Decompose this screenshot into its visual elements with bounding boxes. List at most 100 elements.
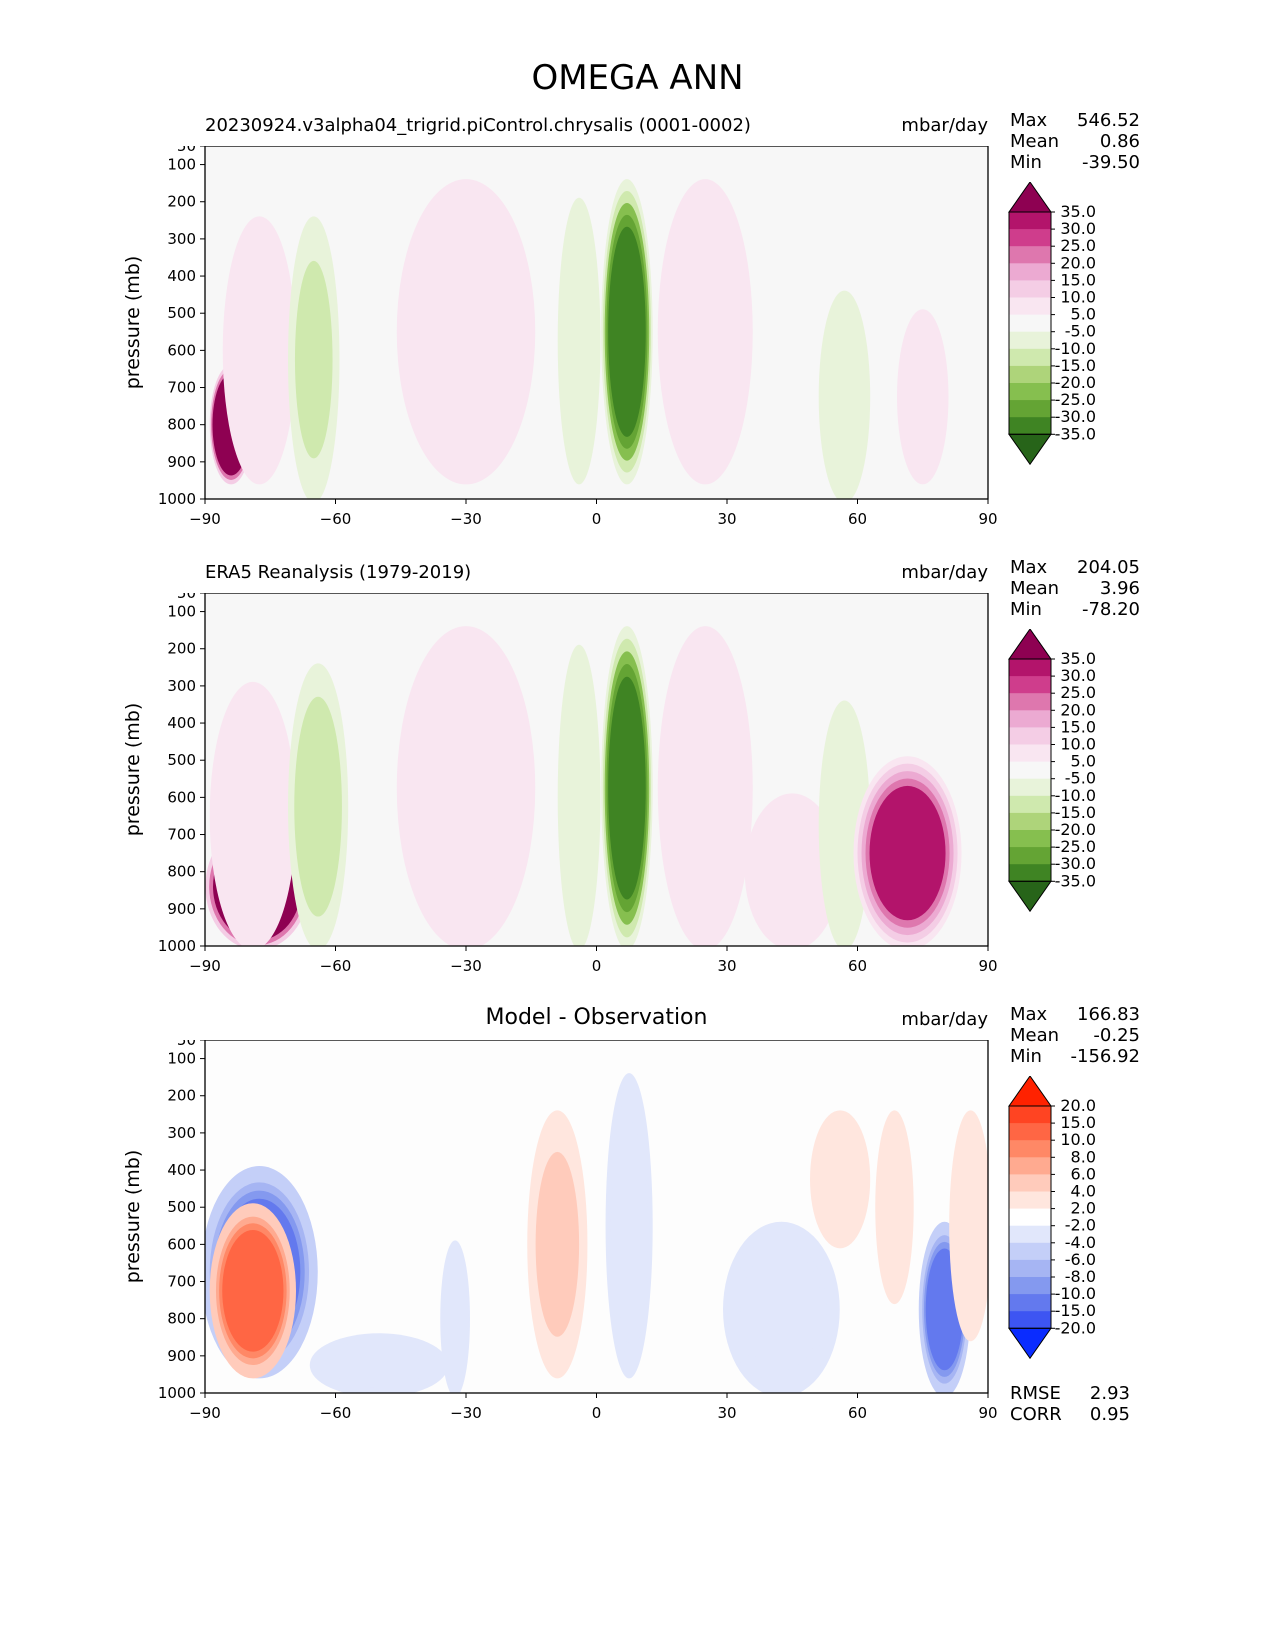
stat-row: Mean 0.86 (1010, 131, 1140, 152)
contour-region (563, 242, 595, 440)
y-tick-label: 100 (167, 603, 196, 621)
colorbar-swatch (1009, 1174, 1051, 1192)
x-tick-label: −90 (189, 1404, 221, 1422)
colorbar-tick-label: 5.0 (1071, 305, 1096, 324)
stat-row: Mean 3.96 (1010, 578, 1140, 599)
colorbar: 35.030.025.020.015.010.05.0-5.0-10.0-15.… (1008, 629, 1096, 913)
y-tick-label: 800 (167, 1310, 196, 1328)
colorbar-tick-label: -30.0 (1055, 854, 1096, 873)
colorbar-tick-label: 5.0 (1071, 752, 1096, 771)
colorbar-tick-label: 35.0 (1060, 202, 1096, 221)
y-axis-label: pressure (mb) (122, 1150, 144, 1284)
contour-region (869, 785, 946, 921)
colorbar-tick-label: 20.0 (1060, 253, 1096, 272)
stat-value: -0.25 (1093, 1025, 1140, 1046)
colorbar-tick-label: -30.0 (1055, 407, 1096, 426)
colorbar-swatch (1009, 761, 1051, 780)
panel-title: 20230924.v3alpha04_trigrid.piControl.chr… (205, 115, 751, 136)
colorbar: 20.015.010.08.06.04.02.0-2.0-4.0-6.0-8.0… (1008, 1076, 1096, 1360)
y-tick-label: 200 (167, 640, 196, 658)
contour-region (443, 1264, 467, 1374)
contour-region (222, 723, 284, 909)
stats-block: Max 204.05 Mean 3.96 Min -78.20 (1010, 557, 1140, 620)
y-tick-label: 700 (167, 826, 196, 844)
y-tick-label: 50 (177, 593, 196, 602)
colorbar-swatch (1009, 830, 1051, 848)
stat-value: -156.92 (1070, 1046, 1140, 1067)
y-tick-label: 400 (167, 714, 196, 732)
contour-region (903, 335, 942, 458)
colorbar-swatch (1009, 1140, 1051, 1158)
colorbar-tick-label: 10.0 (1060, 288, 1096, 307)
colorbar-swatch (1009, 1294, 1051, 1312)
colorbar-frame (1008, 1105, 1052, 1329)
y-tick-label: 800 (167, 863, 196, 881)
y-tick-label: 600 (167, 1235, 196, 1253)
contour-region (954, 1145, 987, 1306)
x-tick-label: −30 (450, 957, 482, 975)
colorbar: 35.030.025.020.015.010.05.0-5.0-10.0-15.… (1008, 182, 1096, 466)
colorbar-tick-label: -8.0 (1065, 1267, 1096, 1286)
colorbar-swatch (1009, 1123, 1051, 1141)
colorbar-tick-label: 20.0 (1060, 1096, 1096, 1115)
y-tick-label: 50 (177, 146, 196, 155)
y-tick-label: 700 (167, 379, 196, 397)
stat-row: Min -39.50 (1010, 152, 1140, 173)
panel-title: ERA5 Reanalysis (1979-2019) (205, 562, 472, 583)
colorbar-extend-min (1008, 880, 1052, 913)
colorbar-swatch (1009, 229, 1051, 247)
contour-region (233, 257, 286, 443)
stats-block: Max 546.52 Mean 0.86 Min -39.50 (1010, 110, 1140, 173)
figure-title: OMEGA ANN (531, 58, 744, 98)
colorbar-swatch (1009, 1225, 1051, 1244)
colorbar-tick-label: 10.0 (1060, 1130, 1096, 1149)
stat-value: 166.83 (1077, 1004, 1140, 1025)
units-label: mbar/day (901, 1009, 988, 1030)
colorbar-tick-label: -35.0 (1055, 424, 1096, 443)
x-tick-label: 90 (978, 510, 997, 528)
y-tick-label: 1000 (158, 490, 196, 508)
stat-label: RMSE (1010, 1383, 1061, 1404)
y-tick-label: 1000 (158, 1384, 196, 1402)
error-stats: RMSE 2.93 CORR 0.95 (1010, 1383, 1130, 1425)
colorbar-swatch (1009, 348, 1051, 367)
colorbar-tick-label: 4.0 (1071, 1182, 1096, 1201)
colorbar-tick-label: 25.0 (1060, 236, 1096, 255)
colorbar-swatch (1009, 1191, 1051, 1210)
stat-row: CORR 0.95 (1010, 1404, 1130, 1425)
colorbar-swatch (1009, 1106, 1051, 1124)
stat-label: Min (1010, 152, 1042, 173)
colorbar-swatch (1009, 263, 1051, 281)
x-tick-label: 90 (978, 1404, 997, 1422)
colorbar-swatch (1009, 693, 1051, 711)
colorbar-tick-label: -15.0 (1055, 356, 1096, 375)
colorbar-tick-label: 30.0 (1060, 666, 1096, 685)
stat-value: 3.96 (1099, 578, 1140, 599)
colorbar-extend-max (1008, 629, 1052, 660)
stat-row: Min -78.20 (1010, 599, 1140, 620)
contour-region (417, 226, 515, 437)
colorbar-swatch (1009, 795, 1051, 814)
colorbar-swatch (1009, 280, 1051, 298)
colorbar-swatch (1009, 314, 1051, 333)
x-tick-label: −60 (320, 1404, 352, 1422)
y-tick-label: 200 (167, 1087, 196, 1105)
colorbar-extend-min (1008, 1327, 1052, 1360)
stat-value: 2.93 (1089, 1383, 1130, 1404)
colorbar-swatch (1009, 864, 1051, 882)
colorbar-tick-label: -2.0 (1065, 1216, 1096, 1235)
x-tick-label: 0 (592, 957, 602, 975)
colorbar-swatch (1009, 1277, 1051, 1295)
colorbar-tick-label: -25.0 (1055, 390, 1096, 409)
y-tick-label: 300 (167, 1124, 196, 1142)
units-label: mbar/day (901, 562, 988, 583)
contour-region (880, 1140, 909, 1275)
colorbar-swatch (1009, 676, 1051, 694)
y-axis-label: pressure (mb) (122, 703, 144, 837)
stat-value: 0.86 (1099, 131, 1140, 152)
y-tick-label: 700 (167, 1273, 196, 1291)
y-tick-label: 1000 (158, 937, 196, 955)
stat-row: Max 546.52 (1010, 110, 1140, 131)
